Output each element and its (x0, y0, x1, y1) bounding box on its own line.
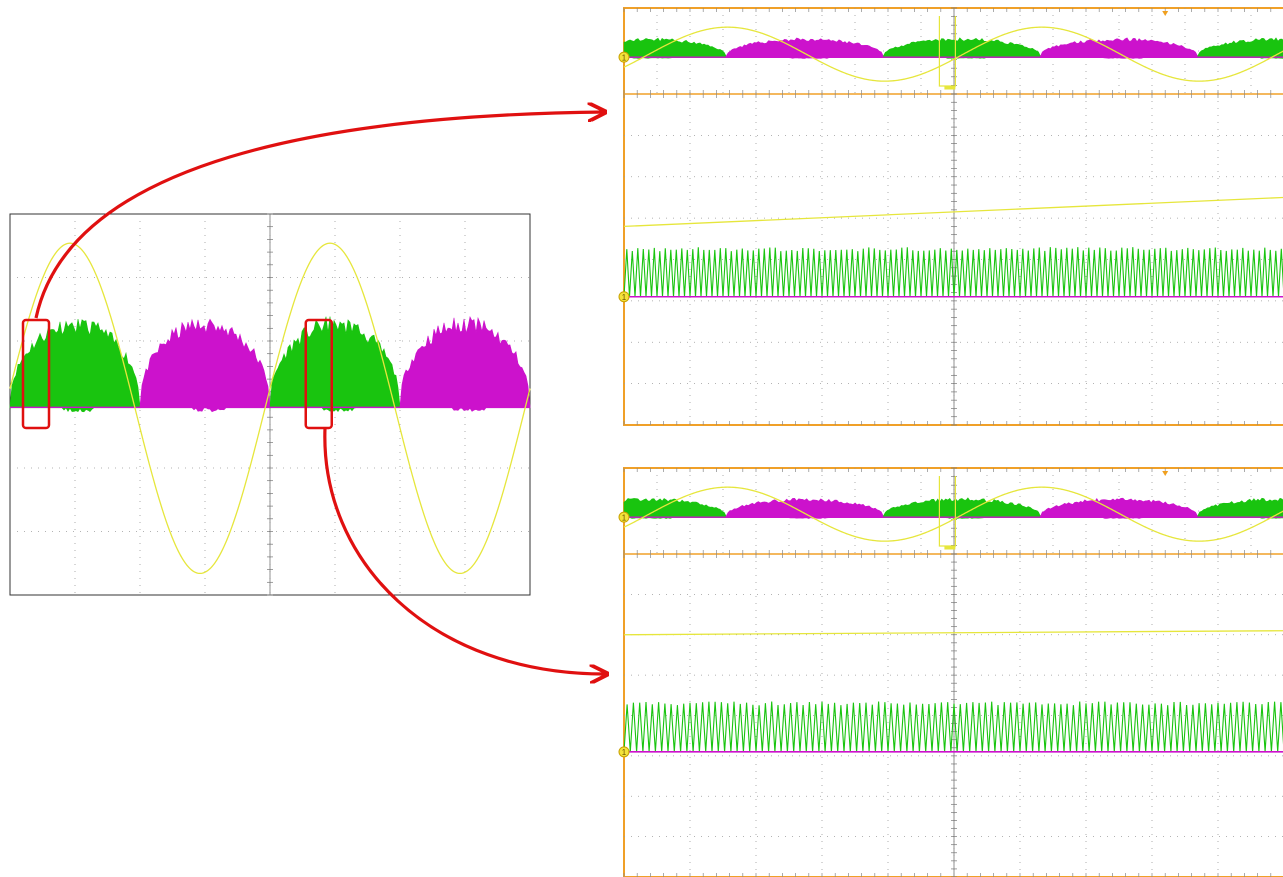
zoom-scope-1: 11 (618, 7, 1283, 426)
zoom-arrows (34, 112, 607, 674)
ground-marker-label: 1 (622, 293, 627, 302)
yellow-ramp-trace (623, 630, 1283, 636)
zoom-window-bracket (938, 16, 956, 87)
ground-marker-circle (618, 291, 630, 303)
ground-marker: 1 (618, 746, 630, 758)
trigger-marker-icon (1162, 11, 1169, 16)
overview-scope (9, 213, 531, 596)
strip-yellow-sine (623, 26, 1283, 82)
zoom-highlight-box-1 (21, 318, 51, 430)
border-ticks (623, 94, 1272, 425)
zoom-window-bracket (938, 476, 956, 547)
ground-marker-circle (618, 51, 630, 63)
trigger-marker-icon (1162, 471, 1169, 476)
overview-grid (10, 213, 530, 596)
border-ticks (623, 8, 1272, 94)
green-switching-trace (623, 247, 1283, 297)
overview-strip: 1 (618, 467, 1283, 555)
green-switching-trace (623, 701, 1283, 752)
zoom-highlight-box-2 (304, 318, 333, 430)
scope-frame (623, 467, 1283, 877)
overview-strip: 1 (618, 7, 1283, 95)
detail-view: 1 (618, 553, 1283, 877)
overview-envelopes (9, 315, 531, 413)
strip-yellow-sine (623, 486, 1283, 542)
ground-marker-circle (618, 746, 630, 758)
arrow-to-zoom-1 (34, 112, 605, 319)
scope-frame (623, 7, 1283, 426)
ground-marker-label: 1 (622, 53, 627, 62)
border-ticks (623, 468, 1272, 554)
detail-grid (624, 553, 1283, 877)
zoom-scope-2: 11 (618, 467, 1283, 877)
ground-marker: 1 (618, 511, 630, 523)
ground-marker-circle (618, 511, 630, 523)
ground-marker-label: 1 (622, 748, 627, 757)
ground-marker: 1 (618, 51, 630, 63)
ground-marker-label: 1 (622, 513, 627, 522)
border-ticks (623, 554, 1272, 877)
ground-marker: 1 (618, 291, 630, 303)
arrow-to-zoom-2 (323, 427, 607, 674)
yellow-sine-trace (9, 242, 531, 575)
detail-grid (624, 93, 1283, 426)
detail-view: 1 (618, 93, 1283, 426)
yellow-ramp-trace (623, 196, 1283, 228)
